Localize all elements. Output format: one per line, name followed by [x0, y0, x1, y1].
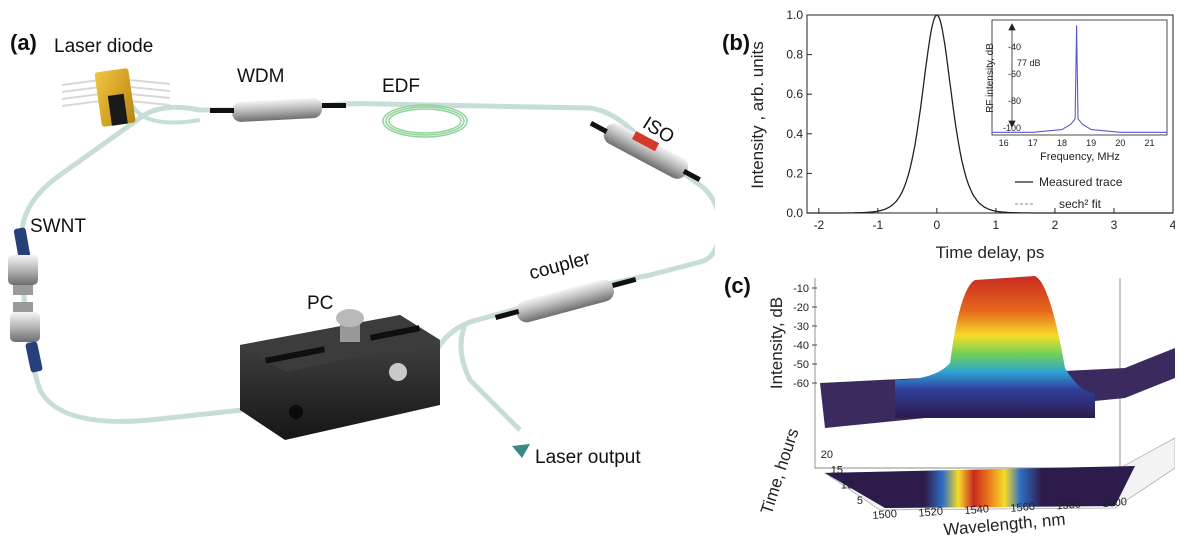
isolator [589, 121, 701, 182]
77db-arrow [1008, 23, 1016, 128]
b-ytick-label: 0.6 [786, 87, 803, 101]
c-ytick-label: 20 [821, 449, 833, 461]
spectrum-surface [895, 276, 1095, 418]
output-fiber [458, 324, 522, 432]
laser-schematic [8, 68, 715, 458]
autocorrelation-chart: -2 -1 0 1 2 3 4 0.0 0.2 0.4 0.6 0.8 1.0 16 17 18 19 20 21… [748, 8, 1175, 262]
legend-fit: sech² fit [1059, 197, 1102, 211]
c-ytick-label: 5 [857, 495, 863, 507]
c-xlabel: Wavelength, nm [943, 510, 1066, 536]
b-ytick-label: 0.8 [786, 48, 803, 62]
legend-measured: Measured trace [1039, 175, 1123, 189]
wdm-coupler [210, 98, 346, 122]
b-xtick-label: -1 [873, 218, 884, 232]
inset-ytick-label: -80 [1008, 96, 1021, 106]
swnt-connector [8, 227, 43, 373]
polarization-controller [240, 309, 440, 440]
c-xtick-label: 1600 [1102, 496, 1127, 510]
c-ytick-label: 10 [841, 480, 853, 492]
inset-annotation: 77 dB [1017, 58, 1041, 68]
inset-ytick-label: -100 [1003, 123, 1021, 133]
c-ztick-label: -30 [793, 321, 809, 333]
swnt-label: SWNT [30, 216, 86, 237]
inset-xtick-label: 18 [1057, 138, 1067, 148]
c-xtick-label: 1560 [1010, 501, 1035, 515]
c-ztick-label: -10 [793, 283, 809, 295]
b-ytick-label: 0.4 [786, 127, 803, 141]
panel-c-letter: (c) [724, 273, 751, 298]
c-ytick-label: 15 [831, 464, 843, 476]
laser-diode-label: Laser diode [54, 36, 154, 57]
c-ztick-label: -40 [793, 340, 809, 352]
spectrum-3d-chart: -10-20-30-40-50-60 1500 1520 1540 1560 1580 1… [757, 276, 1175, 536]
c-ztick-label: -60 [793, 378, 809, 390]
b-xtick-label: 1 [993, 218, 1000, 232]
output-coupler [494, 276, 637, 323]
b-ytick-label: 0.2 [786, 166, 803, 180]
c-ztick-label: -20 [793, 302, 809, 314]
inset-xtick-label: 19 [1086, 138, 1096, 148]
laser-output-label: Laser output [535, 447, 641, 468]
pc-label: PC [307, 293, 334, 314]
c-xtick-label: 1540 [964, 503, 989, 517]
inset-ytick-label: -40 [1008, 42, 1021, 52]
c-zlabel: Intensity, dB [767, 297, 786, 389]
plot-frame [806, 14, 1174, 214]
inset-xlabel: Frequency, MHz [1040, 151, 1120, 163]
b-xtick-label: -2 [813, 218, 824, 232]
b-xtick-label: 2 [1052, 218, 1059, 232]
b-ylabel: Intensity , arb. units [748, 41, 767, 188]
c-xtick-label: 1520 [918, 506, 943, 520]
inset-ylabel: RF intensity, dB [985, 43, 996, 113]
inset-xtick-label: 16 [999, 138, 1009, 148]
b-xtick-label: 4 [1170, 218, 1175, 232]
b-ytick-label: 0.0 [786, 206, 803, 220]
inset-frame [991, 19, 1168, 136]
edf-label: EDF [382, 76, 420, 97]
b-xtick-label: 0 [934, 218, 941, 232]
panel-b-letter: (b) [722, 30, 751, 55]
measured-trace [807, 14, 1173, 214]
output-tip [512, 444, 530, 458]
wdm-label: WDM [237, 66, 285, 87]
c-ztick-label: -50 [793, 359, 809, 371]
inset-xtick-label: 17 [1028, 138, 1038, 148]
c-ylabel: Time, hours [757, 426, 803, 517]
floor-projection [825, 466, 1135, 508]
b-ytick-label: 1.0 [786, 8, 803, 22]
inset-ytick-label: -60 [1008, 69, 1021, 79]
inset-xtick-label: 21 [1144, 138, 1154, 148]
inset-xtick-label: 20 [1115, 138, 1125, 148]
b-xlabel: Time delay, ps [936, 243, 1045, 262]
laser-diode [61, 68, 171, 127]
rf-spectrum-trace [992, 25, 1167, 133]
edf-coil [382, 104, 468, 138]
c-xtick-label: 1500 [872, 508, 897, 522]
c-xtick-label: 1580 [1056, 498, 1081, 512]
b-xtick-label: 3 [1111, 218, 1118, 232]
panel-a-letter: (a) [10, 30, 37, 55]
